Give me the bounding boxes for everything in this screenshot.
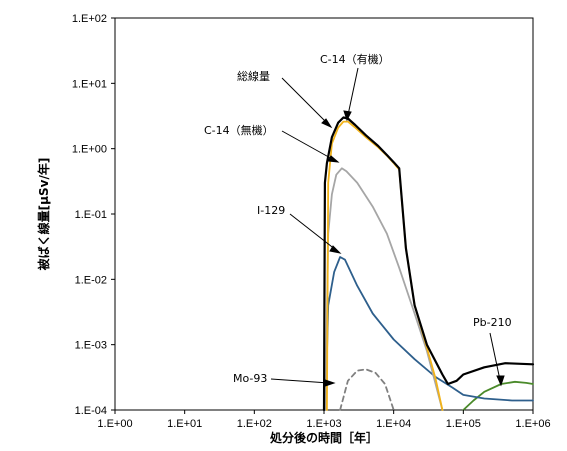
arrowhead-c14-organic — [343, 110, 352, 122]
arrow-pb210 — [489, 332, 501, 381]
x-axis-title: 処分後の時間［年］ — [269, 430, 378, 445]
x-tick-label: 1.E+05 — [446, 418, 481, 430]
arrowhead-i129 — [329, 245, 342, 254]
y-axis-title: 被ばく線量[μSv/年] — [36, 158, 51, 271]
x-tick-label: 1.E+01 — [167, 418, 202, 430]
x-tick-label: 1.E+02 — [237, 418, 272, 430]
label-total-dose: 総線量 — [237, 69, 270, 83]
x-tick-label: 1.E+06 — [515, 418, 550, 430]
arrow-c14-organic — [347, 67, 359, 116]
series-line-i129 — [324, 256, 534, 411]
arrow-i129 — [289, 213, 337, 251]
label-i129: I-129 — [257, 204, 285, 217]
y-tick-label: 1.E-02 — [75, 274, 107, 286]
y-axis: 1.E+02 1.E+01 1.E+00 1.E-01 1.E-02 1.E-03 1.E-… — [72, 13, 115, 417]
arrowhead-c14-inorganic — [327, 155, 340, 163]
x-tick-label: 1.E+03 — [306, 418, 341, 430]
x-tick-label: 1.E+04 — [376, 418, 411, 430]
label-c14-organic: C-14（有機） — [320, 52, 390, 66]
arrow-c14-inorganic — [281, 130, 335, 161]
label-pb210: Pb-210 — [473, 316, 512, 329]
label-c14-inorganic: C-14（無機） — [204, 123, 274, 137]
x-tick-label: 1.E+00 — [97, 418, 132, 430]
series-line-c14-inorganic — [324, 167, 444, 411]
arrow-total-dose — [281, 77, 329, 125]
arrowhead-total-dose — [321, 118, 333, 129]
y-tick-label: 1.E+00 — [72, 144, 107, 156]
y-tick-label: 1.E+01 — [72, 78, 107, 90]
series-group — [322, 116, 535, 412]
y-tick-label: 1.E+02 — [72, 13, 107, 25]
y-tick-label: 1.E-04 — [75, 405, 107, 417]
annotation-group: 総線量 C-14（有機） C-14（無機） I-129 Mo-93 Pb-210 — [204, 52, 512, 387]
arrowhead-mo93 — [324, 379, 336, 387]
arrowhead-pb210 — [496, 375, 505, 387]
y-tick-label: 1.E-01 — [75, 209, 107, 221]
series-line-total-dose — [322, 116, 535, 412]
x-axis: 1.E+00 1.E+01 1.E+02 1.E+03 1.E+04 1.E+05 1.E+… — [97, 410, 551, 430]
series-line-mo93 — [339, 368, 395, 411]
arrow-mo93 — [270, 378, 330, 384]
label-mo93: Mo-93 — [233, 372, 267, 385]
y-tick-label: 1.E-03 — [75, 340, 107, 352]
